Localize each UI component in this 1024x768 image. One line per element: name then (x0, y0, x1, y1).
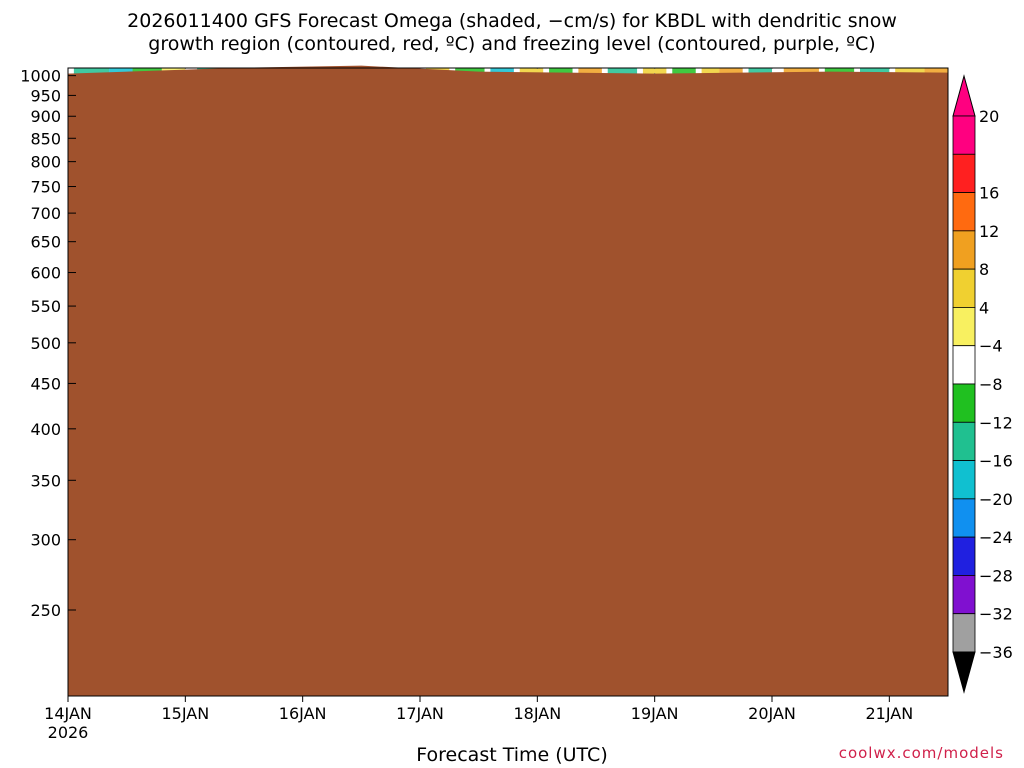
x-axis-ticks: 14JAN 15JAN 16JAN 17JAN 18JAN 19JAN 20JAN 21JAN… (44, 696, 913, 742)
colorbar-bottom-arrow (952, 651, 976, 694)
colorbar-label: 8 (979, 260, 989, 279)
colorbar-label: 16 (979, 184, 999, 203)
colorbar-swatch (952, 575, 976, 615)
x-tick-label: 18JAN (513, 704, 561, 723)
x-tick-label: 20JAN (748, 704, 796, 723)
y-tick-label: 650 (30, 233, 61, 252)
colorbar-label: −36 (979, 643, 1013, 662)
x-tick-label: 16JAN (279, 704, 327, 723)
colorbar-label: 12 (979, 222, 999, 241)
colorbar-label: −16 (979, 452, 1013, 471)
colorbar-label: −8 (979, 375, 1003, 394)
colorbar-top-arrow (952, 74, 976, 117)
colorbar-swatch (952, 460, 976, 500)
colorbar-swatch (952, 307, 976, 347)
colorbar-label: −32 (979, 605, 1013, 624)
y-tick-label: 850 (30, 129, 61, 148)
y-tick-label: 300 (30, 531, 61, 550)
y-tick-label: 800 (30, 153, 61, 172)
surface-terrain (68, 65, 948, 696)
y-tick-label: 250 (30, 601, 61, 620)
y-tick-label: 900 (30, 107, 61, 126)
surface-fill (68, 65, 948, 696)
colorbar-swatch (952, 192, 976, 232)
colorbar-swatch (952, 536, 976, 576)
x-axis-label: Forecast Time (UTC) (416, 744, 608, 766)
y-tick-label: 400 (30, 420, 61, 439)
colorbar-label: −4 (979, 337, 1003, 356)
colorbar-label: 4 (979, 298, 989, 317)
x-tick-label: 21JAN (865, 704, 913, 723)
colorbar-label: −28 (979, 566, 1013, 585)
x-tick-year: 2026 (48, 723, 89, 742)
colorbar-label: 20 (979, 107, 999, 126)
y-tick-label: 350 (30, 471, 61, 490)
colorbar-swatch (952, 421, 976, 461)
colorbar-label: −24 (979, 528, 1013, 547)
x-tick-label: 19JAN (631, 704, 679, 723)
colorbar: 20 16 12 8 4 −4 −8 −12 −16 −20 −24 −28 −32 −36 (952, 74, 1013, 694)
colorbar-swatch (952, 268, 976, 308)
y-tick-label: 950 (30, 86, 61, 105)
chart-title-line-2: growth region (contoured, red, ºC) and f… (148, 33, 876, 55)
colorbar-label: −20 (979, 490, 1013, 509)
credit-text: coolwx.com/models (838, 744, 1004, 762)
y-tick-label: 750 (30, 178, 61, 197)
colorbar-label: −12 (979, 413, 1013, 432)
y-tick-label: 700 (30, 204, 61, 223)
y-tick-label: 500 (30, 334, 61, 353)
colorbar-swatch (952, 383, 976, 423)
x-tick-label: 15JAN (161, 704, 209, 723)
plot-frame (67, 67, 949, 697)
colorbar-swatch (952, 345, 976, 385)
y-tick-label: 1000 (20, 67, 61, 86)
x-tick-label: 14JAN (44, 704, 92, 723)
colorbar-swatch (952, 115, 976, 155)
chart-title-line-1: 2026011400 GFS Forecast Omega (shaded, −… (127, 10, 897, 32)
y-tick-label: 450 (30, 374, 61, 393)
colorbar-swatch (952, 498, 976, 538)
y-tick-label: 550 (30, 297, 61, 316)
x-tick-label: 17JAN (396, 704, 444, 723)
colorbar-swatch (952, 153, 976, 193)
colorbar-swatch (952, 613, 976, 653)
colorbar-swatch (952, 230, 976, 270)
y-tick-label: 600 (30, 264, 61, 283)
y-axis-ticks: 250 300 350 400 450 500 550 600 650 700 750 800 850 9… (20, 67, 76, 620)
